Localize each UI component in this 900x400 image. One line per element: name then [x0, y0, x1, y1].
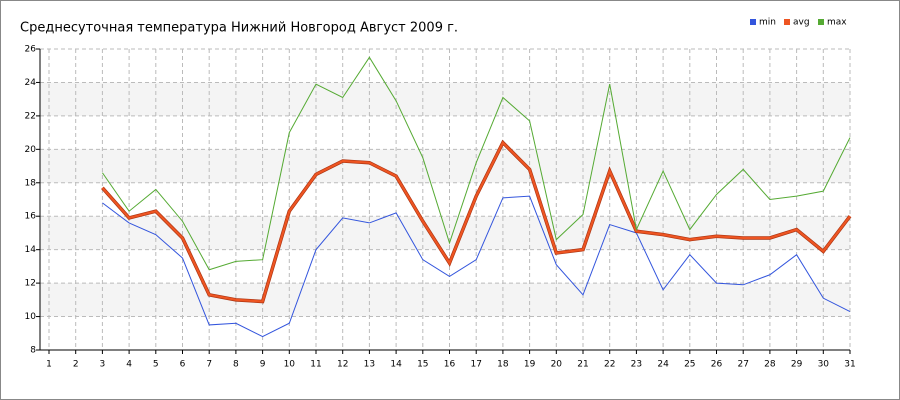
- band: [40, 283, 850, 317]
- legend-key: [818, 19, 824, 25]
- x-tick-label: 8: [233, 360, 239, 370]
- y-tick-label: 14: [25, 245, 37, 255]
- y-tick-label: 12: [25, 279, 36, 289]
- x-tick-label: 31: [844, 360, 855, 370]
- legend-key: [750, 19, 756, 25]
- x-tick-label: 23: [631, 360, 642, 370]
- x-tick-label: 26: [711, 360, 723, 370]
- series-line: [102, 195, 851, 338]
- x-tick-label: 15: [417, 360, 428, 370]
- x-tick-label: 30: [818, 360, 830, 370]
- x-tick-label: 10: [284, 360, 296, 370]
- y-tick-label: 16: [25, 212, 37, 222]
- legend-label: max: [827, 18, 847, 28]
- x-tick-label: 6: [180, 360, 186, 370]
- x-tick-label: 2: [73, 360, 79, 370]
- x-tick-label: 14: [390, 360, 402, 370]
- y-tick-label: 20: [25, 145, 37, 155]
- x-tick-label: 9: [260, 360, 266, 370]
- band: [40, 216, 850, 250]
- x-tick-label: 27: [737, 360, 748, 370]
- series-line: [101, 56, 851, 271]
- band: [40, 82, 850, 116]
- x-tick-label: 17: [470, 360, 481, 370]
- legend-label: min: [759, 18, 776, 28]
- x-tick-label: 12: [337, 360, 348, 370]
- x-tick-label: 13: [364, 360, 375, 370]
- legend-label: avg: [793, 18, 810, 28]
- y-tick-label: 22: [25, 111, 36, 121]
- y-tick-label: 8: [30, 346, 36, 356]
- x-tick-label: 22: [604, 360, 615, 370]
- x-tick-label: 28: [764, 360, 776, 370]
- band: [40, 149, 850, 183]
- y-tick-label: 10: [25, 312, 37, 322]
- x-tick-label: 16: [444, 360, 456, 370]
- x-tick-label: 21: [577, 360, 588, 370]
- x-tick-label: 4: [126, 360, 132, 370]
- x-tick-label: 18: [497, 360, 509, 370]
- x-tick-label: 5: [153, 360, 159, 370]
- x-tick-label: 29: [791, 360, 803, 370]
- x-tick-label: 20: [551, 360, 563, 370]
- x-tick-label: 25: [684, 360, 695, 370]
- x-tick-label: 3: [100, 360, 106, 370]
- y-tick-label: 24: [25, 78, 37, 88]
- x-tick-label: 24: [657, 360, 669, 370]
- y-tick-label: 18: [25, 178, 37, 188]
- x-tick-label: 19: [524, 360, 536, 370]
- series-line: [101, 140, 851, 303]
- x-tick-label: 1: [46, 360, 52, 370]
- x-tick-label: 11: [310, 360, 321, 370]
- chart-title: Среднесуточная температура Нижний Новгор…: [20, 21, 458, 36]
- x-tick-label: 7: [206, 360, 212, 370]
- y-tick-label: 26: [25, 45, 37, 55]
- legend-key: [784, 19, 790, 25]
